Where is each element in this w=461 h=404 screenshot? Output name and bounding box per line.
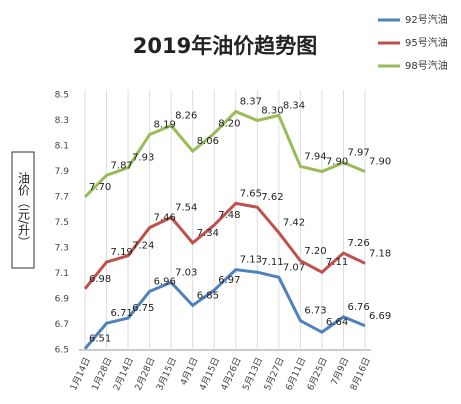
- value-label: 7.65: [240, 188, 262, 199]
- y-tick-label: 6.5: [55, 346, 69, 356]
- y-tick-label: 8.3: [55, 116, 69, 126]
- value-label: 8.06: [197, 136, 219, 147]
- value-label: 6.51: [89, 334, 111, 345]
- value-label: 6.97: [218, 275, 240, 286]
- x-tick-label: 4月26日: [219, 356, 244, 393]
- x-tick-label: 2月28日: [133, 356, 158, 393]
- value-label: 7.97: [347, 148, 369, 159]
- value-label: 8.19: [154, 120, 176, 131]
- x-tick-label: 4月1日: [178, 356, 200, 387]
- value-label: 7.03: [175, 267, 197, 278]
- value-label: 7.34: [197, 228, 219, 239]
- value-label: 8.34: [283, 100, 305, 111]
- value-label: 6.98: [89, 274, 111, 285]
- x-tick-label: 7月9日: [329, 356, 351, 387]
- value-label: 7.11: [326, 257, 348, 268]
- value-label: 7.90: [369, 157, 391, 168]
- value-label: 7.07: [283, 262, 305, 273]
- y-tick-label: 6.9: [55, 295, 70, 305]
- y-tick-label: 7.1: [55, 269, 69, 279]
- value-label: 7.13: [240, 255, 262, 266]
- x-tick-label: 3月15日: [154, 356, 179, 393]
- value-label: 7.46: [154, 213, 176, 224]
- y-tick-label: 6.7: [55, 320, 69, 330]
- y-label-box: [11, 151, 35, 269]
- value-label: 7.18: [369, 248, 391, 259]
- chart-title: 2019年油价趋势图: [133, 34, 317, 58]
- y-tick-label: 8.5: [55, 91, 69, 101]
- y-tick-label: 8.1: [55, 142, 69, 152]
- x-tick-label: 1月28日: [90, 356, 115, 393]
- y-axis-label: 油价（元/升）: [17, 172, 31, 248]
- value-label: 6.96: [154, 276, 176, 287]
- value-label: 8.20: [218, 118, 240, 129]
- x-tick-label: 5月13日: [240, 356, 265, 393]
- value-label: 7.42: [283, 218, 305, 229]
- value-label: 6.71: [111, 308, 133, 319]
- value-label: 7.93: [132, 153, 154, 164]
- x-tick-label: 4月15日: [197, 356, 222, 393]
- value-label: 6.73: [304, 306, 326, 317]
- value-label: 8.26: [175, 111, 197, 122]
- x-tick-label: 2月14日: [111, 356, 136, 393]
- value-label: 7.87: [111, 160, 133, 171]
- x-tick-label: 1月14日: [68, 356, 93, 393]
- legend-label: 92号汽油: [405, 13, 448, 26]
- value-label: 7.54: [175, 202, 197, 213]
- value-label: 6.69: [369, 311, 391, 322]
- value-label: 7.70: [89, 182, 111, 193]
- series-line: [83, 201, 366, 290]
- value-label: 8.37: [240, 97, 262, 108]
- value-label: 7.48: [218, 210, 240, 221]
- x-tick-label: 5月27日: [262, 356, 287, 393]
- value-label: 6.85: [197, 290, 219, 301]
- y-tick-label: 7.3: [55, 244, 69, 254]
- value-label: 6.75: [132, 303, 154, 314]
- legend-label: 98号汽油: [405, 59, 448, 72]
- x-tick-label: 6月11日: [284, 356, 309, 393]
- value-label: 7.24: [132, 241, 154, 252]
- y-tick-label: 7.5: [55, 218, 69, 228]
- value-label: 7.90: [326, 157, 348, 168]
- series-line: [83, 109, 366, 199]
- value-label: 7.26: [347, 238, 369, 249]
- value-label: 7.20: [304, 246, 326, 257]
- legend-label: 95号汽油: [405, 36, 448, 49]
- y-tick-label: 7.9: [55, 167, 70, 177]
- x-tick-label: 6月25日: [305, 356, 330, 393]
- value-label: 7.19: [111, 247, 133, 258]
- value-label: 7.62: [261, 192, 283, 203]
- value-label: 6.76: [347, 302, 369, 313]
- value-label: 7.11: [261, 257, 283, 268]
- series-line: [83, 268, 366, 350]
- x-tick-label: 8月16日: [348, 356, 373, 393]
- value-label: 6.64: [326, 317, 348, 328]
- value-label: 8.30: [261, 106, 283, 117]
- value-label: 7.94: [304, 151, 326, 162]
- y-tick-label: 7.7: [55, 193, 69, 203]
